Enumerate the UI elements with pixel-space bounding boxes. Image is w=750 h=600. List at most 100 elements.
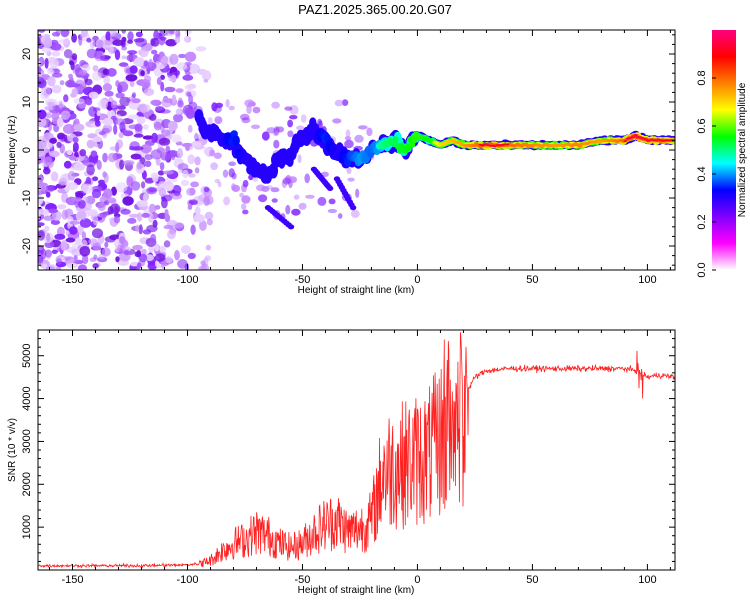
spectrogram-noise-blob [119, 159, 125, 170]
spectrogram-noise-blob [152, 174, 159, 183]
spectrogram-transition-blob [271, 198, 278, 203]
spectrogram-noise-blob [98, 253, 105, 260]
spectrogram-noise-blob [136, 200, 148, 208]
spectrogram-noise-blob [78, 199, 86, 209]
spectrogram-noise-blob [117, 105, 126, 110]
spectrogram-noise-blob [122, 160, 135, 166]
spectrogram-noise-blob [144, 160, 152, 168]
spectrogram-noise-blob [143, 60, 149, 67]
spectrogram-xlabel: Height of straight line (km) [298, 285, 415, 296]
spectrogram-noise-blob [107, 197, 117, 204]
spectrogram-noise-blob [88, 238, 97, 245]
spectrogram-noise-blob [95, 38, 103, 49]
spectrogram-noise-blob [128, 213, 141, 218]
spectrogram-noise-blob [167, 229, 176, 240]
spectrogram-transition-blob [214, 178, 221, 184]
spectrogram-noise-blob [66, 149, 73, 156]
spectrogram-noise-blob [115, 153, 123, 159]
spectrogram-noise-blob [56, 117, 64, 128]
spectrogram-transition-blob [188, 199, 198, 205]
spectrogram-noise-blob [70, 92, 77, 98]
snr-panel: -150 -100 -50 0 50 100 1000 2000 3000 4000 5000 He… [7, 329, 676, 596]
spectrogram-noise-blob [77, 224, 84, 236]
colorbar-tick-label: 0.6 [696, 118, 708, 133]
spectrogram-noise-blob [175, 108, 182, 116]
spectrogram-noise-blob [115, 142, 120, 154]
spectrogram-transition-blob [261, 131, 270, 141]
spectrogram-transition-blob [185, 144, 190, 152]
spectrogram-noise-blob [177, 100, 184, 108]
spectrogram-noise-blob [38, 174, 44, 184]
spectrogram-noise-blob [173, 113, 183, 123]
spectrogram-noise-blob [154, 205, 161, 210]
spectrogram-noise-blob [115, 256, 120, 263]
spectrogram-noise-blob [118, 132, 124, 139]
colorbar-tick-label: 0.0 [696, 262, 708, 277]
spectrogram-transition-blob [297, 154, 302, 164]
spectrogram-noise-blob [47, 69, 55, 75]
spectrogram-noise-blob [45, 265, 55, 270]
spectrogram-noise-blob [165, 39, 177, 47]
spectrogram-ridge [194, 109, 675, 230]
spectrogram-noise-blob [161, 129, 171, 137]
spectrogram-noise-blob [140, 70, 145, 77]
spectrogram-noise-blob [141, 79, 151, 89]
spectrogram-noise-blob [45, 185, 55, 193]
spectrogram-transition-blob [212, 105, 222, 113]
spectrogram-noise-blob [104, 90, 114, 97]
spectrogram-noise-blob [100, 55, 110, 62]
spectrogram-noise-blob [60, 30, 70, 38]
y-tick-label: 0 [21, 147, 33, 153]
spectrogram-noise-blob [71, 248, 83, 257]
spectrogram-noise-blob [190, 181, 200, 188]
x-tick-label: 0 [414, 574, 420, 586]
spectrogram-noise-blob [68, 73, 73, 79]
spectrogram-noise-blob [175, 70, 180, 76]
spectrogram-noise-blob [117, 81, 129, 92]
y-tick-label: 4000 [21, 386, 33, 410]
spectrogram-noise-blob [195, 46, 207, 52]
spectrogram-noise-blob [151, 132, 158, 143]
spectrogram-noise-blob [73, 254, 78, 262]
spectrogram-noise-blob [129, 141, 140, 151]
x-tick-label: 50 [526, 574, 538, 586]
spectrogram-noise-blob [75, 156, 81, 165]
spectrogram-transition-blob [298, 202, 307, 210]
spectrogram-noise-blob [49, 58, 59, 68]
spectrogram-transition-blob [256, 184, 266, 192]
spectrogram-transition-blob [300, 114, 307, 123]
spectrogram-noise-blob [57, 204, 67, 210]
spectrogram-transition-blob [252, 106, 261, 114]
spectrogram-noise-blob [97, 202, 106, 212]
spectrogram-noise-blob [97, 99, 109, 110]
spectrogram-transition-blob [273, 126, 280, 136]
spectrogram-noise-blob [105, 31, 111, 42]
spectrogram-transition-blob [241, 203, 247, 210]
spectrogram-noise-blob [40, 157, 47, 164]
spectrogram-noise-blob [119, 121, 126, 133]
spectrogram-transition-blob [194, 132, 199, 141]
spectrogram-noise-blob [187, 154, 195, 165]
spectrogram-transition-blob [293, 194, 300, 200]
spectrogram-noise-blob [128, 124, 141, 130]
colorbar-tick-label: 0.4 [696, 166, 708, 181]
x-tick-label: -150 [61, 574, 83, 586]
spectrogram-noise-blob [86, 48, 97, 59]
spectrogram-noise-blob [176, 62, 188, 71]
spectrogram-transition-blob [273, 139, 280, 149]
spectrogram-transition-blob [287, 119, 293, 128]
spectrogram-ridge-cell [309, 117, 317, 128]
spectrogram-noise-blob [69, 83, 81, 88]
spectrogram-transition-blob [241, 195, 251, 204]
spectrogram-noise-blob [99, 212, 108, 219]
spectrogram-noise-blob [56, 141, 62, 149]
colorbar-tick-label: 0.8 [696, 70, 708, 85]
spectrogram-noise-blob [159, 109, 171, 114]
spectrogram-noise-blob [140, 248, 147, 255]
spectrogram-transition-blob [258, 194, 268, 203]
spectrogram-noise-blob [181, 245, 191, 254]
spectrogram-noise-blob [38, 36, 41, 47]
spectrogram-transition-blob [358, 125, 368, 130]
spectrogram-noise-blob [69, 226, 78, 235]
spectrogram-noise-blob [148, 245, 155, 253]
